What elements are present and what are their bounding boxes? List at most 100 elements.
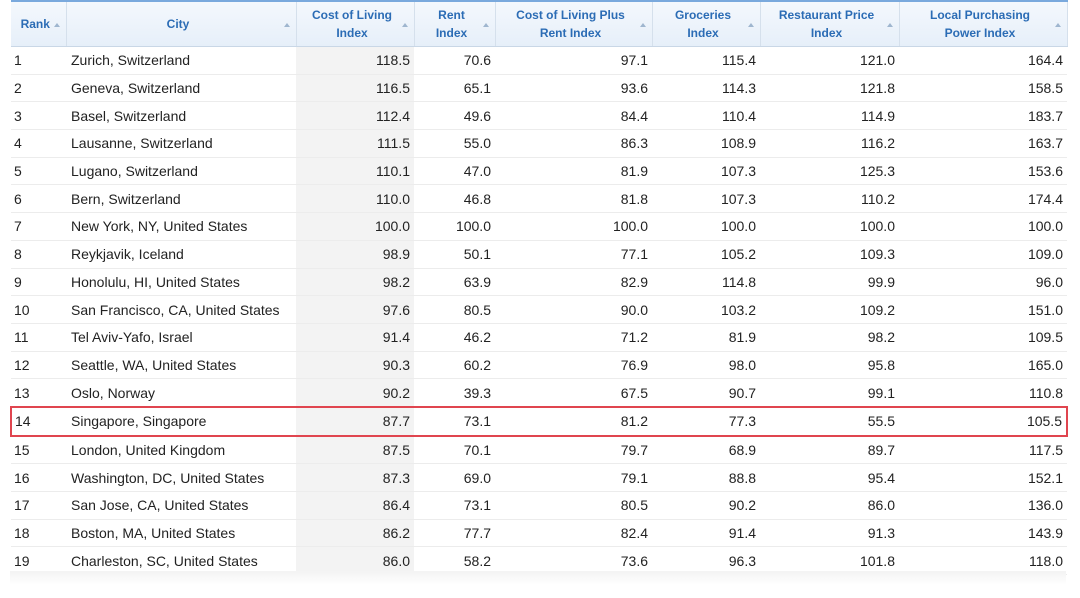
index-cell: 110.4: [652, 101, 760, 131]
table-row: 1 Zurich, Switzerland 118.5 70.6 97.1 115.4 12…: [11, 46, 1067, 75]
header-text: Restaurant Price: [778, 8, 875, 22]
city-cell: Geneva, Switzerland: [66, 74, 296, 103]
index-cell: 114.8: [652, 268, 760, 297]
index-cell: 90.2: [296, 378, 414, 408]
index-cell: 108.9: [652, 129, 760, 158]
index-cell: 136.0: [899, 491, 1067, 520]
index-cell: 183.7: [899, 101, 1067, 131]
rank-cell: 2: [11, 74, 66, 103]
index-cell: 86.0: [760, 491, 899, 520]
index-cell: 118.0: [899, 546, 1067, 576]
index-cell: 114.9: [760, 101, 899, 131]
index-cell: 90.7: [652, 378, 760, 408]
column-header[interactable]: Cost of Living Index: [296, 0, 415, 47]
rank-cell: 7: [11, 212, 66, 241]
index-cell: 87.5: [296, 435, 414, 465]
city-cell: Lugano, Switzerland: [66, 157, 296, 186]
index-cell: 81.8: [495, 184, 652, 214]
index-cell: 65.1: [414, 74, 495, 103]
index-cell: 99.1: [760, 378, 899, 408]
header-text: City: [166, 17, 190, 31]
index-cell: 93.6: [495, 74, 652, 103]
table-row: 18 Boston, MA, United States 86.2 77.7 82.4 9…: [11, 519, 1067, 548]
index-cell: 71.2: [495, 323, 652, 352]
city-cell: San Jose, CA, United States: [66, 491, 296, 520]
table-row: 15 London, United Kingdom 87.5 70.1 79.7 68.9…: [11, 435, 1067, 465]
table-row: 10 San Francisco, CA, United States 97.6 80…: [11, 295, 1067, 324]
index-cell: 80.5: [414, 295, 495, 324]
column-header[interactable]: Cost of Living Plus Rent Index: [495, 0, 653, 47]
index-cell: 107.3: [652, 157, 760, 186]
rank-cell: 5: [11, 157, 66, 186]
city-cell: Seattle, WA, United States: [66, 351, 296, 380]
index-cell: 117.5: [899, 435, 1067, 465]
index-cell: 121.0: [760, 46, 899, 75]
city-cell: Tel Aviv-Yafo, Israel: [66, 323, 296, 352]
city-cell: Reykjavik, Iceland: [66, 240, 296, 269]
index-cell: 103.2: [652, 295, 760, 324]
rank-cell: 16: [11, 463, 66, 492]
index-cell: 164.4: [899, 46, 1067, 75]
index-cell: 76.9: [495, 351, 652, 380]
header-text: Index: [336, 26, 368, 40]
table-row: 11 Tel Aviv-Yafo, Israel 91.4 46.2 71.2 81.9 9…: [11, 323, 1067, 352]
table-row: 6 Bern, Switzerland 110.0 46.8 81.8 107.3 110.…: [11, 184, 1067, 214]
index-cell: 105.5: [899, 405, 1068, 437]
city-cell: Zurich, Switzerland: [66, 46, 296, 75]
index-cell: 86.2: [296, 519, 414, 548]
index-cell: 80.5: [495, 491, 652, 520]
index-cell: 88.8: [652, 463, 760, 492]
rank-cell: 14: [10, 405, 66, 437]
index-cell: 96.3: [652, 546, 760, 576]
column-header[interactable]: Rank: [11, 0, 67, 47]
index-cell: 90.2: [652, 491, 760, 520]
index-cell: 81.9: [652, 323, 760, 352]
index-cell: 87.3: [296, 463, 414, 492]
index-cell: 98.0: [652, 351, 760, 380]
header-text: Index: [435, 26, 468, 40]
index-cell: 109.3: [760, 240, 899, 269]
index-cell: 55.0: [414, 129, 495, 158]
index-cell: 153.6: [899, 157, 1067, 186]
column-header[interactable]: City: [66, 0, 297, 47]
index-cell: 47.0: [414, 157, 495, 186]
index-cell: 105.2: [652, 240, 760, 269]
rank-cell: 15: [11, 435, 66, 465]
index-cell: 79.7: [495, 435, 652, 465]
cost-of-living-table: Rank City Cost of Living Index Rent Index Cost…: [10, 0, 1068, 576]
index-cell: 115.4: [652, 46, 760, 75]
index-cell: 116.2: [760, 129, 899, 158]
index-cell: 70.1: [414, 435, 495, 465]
rank-cell: 19: [11, 546, 66, 576]
index-cell: 49.6: [414, 101, 495, 131]
index-cell: 46.8: [414, 184, 495, 214]
index-cell: 107.3: [652, 184, 760, 214]
city-cell: London, United Kingdom: [66, 435, 296, 465]
column-header[interactable]: Groceries Index: [652, 0, 761, 47]
index-cell: 109.2: [760, 295, 899, 324]
index-cell: 100.0: [899, 212, 1067, 241]
header-text: Cost of Living: [312, 8, 392, 22]
header-text: Local Purchasing: [929, 8, 1031, 22]
index-cell: 73.1: [414, 405, 495, 437]
index-cell: 112.4: [296, 101, 414, 131]
rank-cell: 10: [11, 295, 66, 324]
column-header[interactable]: Restaurant Price Index: [760, 0, 900, 47]
index-cell: 89.7: [760, 435, 899, 465]
index-cell: 109.5: [899, 323, 1067, 352]
column-header[interactable]: Local Purchasing Power Index: [899, 0, 1068, 47]
index-cell: 70.6: [414, 46, 495, 75]
rank-cell: 4: [11, 129, 66, 158]
column-header[interactable]: Rent Index: [414, 0, 496, 47]
city-cell: Oslo, Norway: [66, 378, 296, 408]
index-cell: 100.0: [652, 212, 760, 241]
header-text: Index: [810, 26, 843, 40]
index-cell: 86.0: [296, 546, 414, 576]
table-row: 13 Oslo, Norway 90.2 39.3 67.5 90.7 99.1 110.8: [11, 378, 1067, 408]
index-cell: 158.5: [899, 74, 1067, 103]
table-row: 4 Lausanne, Switzerland 111.5 55.0 86.3 108.9…: [11, 129, 1067, 158]
index-cell: 110.2: [760, 184, 899, 214]
city-cell: Bern, Switzerland: [66, 184, 296, 214]
rank-cell: 6: [11, 184, 66, 214]
index-cell: 111.5: [296, 129, 414, 158]
